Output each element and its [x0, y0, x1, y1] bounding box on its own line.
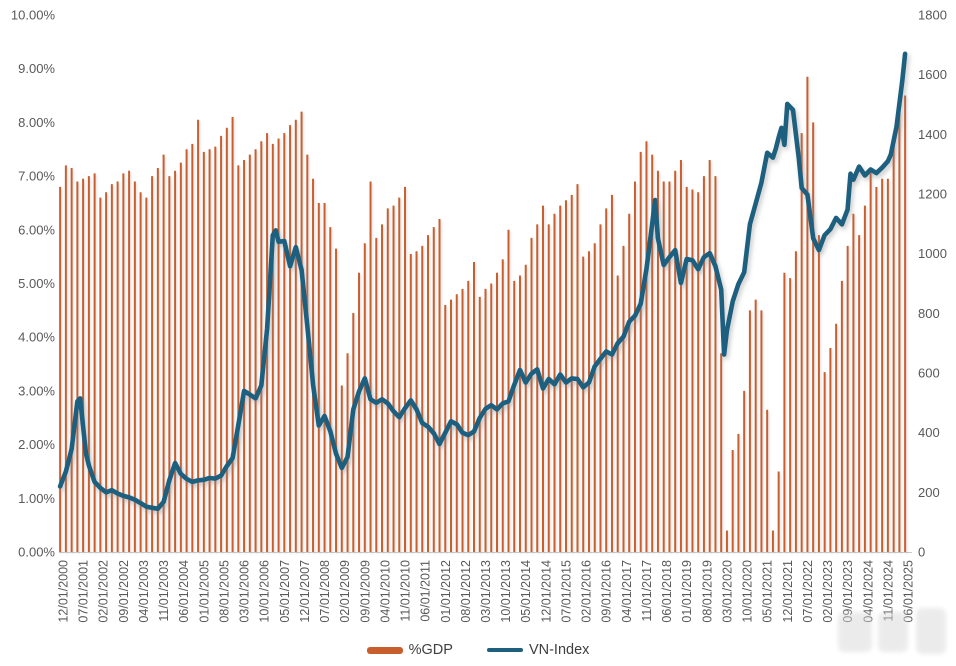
vnindex-series-label: VN-Index	[528, 642, 590, 658]
y-left-tick-label: 8.00%	[18, 115, 55, 130]
x-tick-label: 03/01/2013	[479, 560, 493, 623]
x-tick-label: 06/01/2025	[902, 560, 916, 623]
x-tick-label: 05/01/2007	[278, 560, 292, 623]
x-tick-label: 08/01/2019	[700, 560, 714, 623]
x-tick-label: 02/01/2016	[580, 560, 594, 623]
x-tick-label: 06/01/2018	[660, 560, 674, 623]
x-tick-label: 09/01/2002	[117, 560, 131, 623]
x-tick-label: 05/01/2014	[519, 560, 533, 623]
y-left-tick-label: 2.00%	[18, 437, 55, 452]
y-right-tick-label: 400	[918, 425, 940, 440]
x-tick-label: 12/01/2000	[57, 560, 71, 623]
y-right-tick-label: 1000	[918, 246, 947, 261]
watermark	[834, 606, 950, 660]
x-tick-label: 12/01/2007	[298, 560, 312, 623]
y-left-tick-label: 7.00%	[18, 169, 55, 184]
y-left-tick-label: 10.00%	[11, 8, 56, 23]
vnindex-line-series	[57, 51, 908, 511]
x-tick-label: 04/01/2003	[137, 560, 151, 623]
x-tick-label: 07/01/2008	[318, 560, 332, 623]
x-tick-label: 10/01/2020	[741, 560, 755, 623]
x-tick-label: 01/01/2019	[680, 560, 694, 623]
x-tick-label: 10/01/2013	[499, 560, 513, 623]
y-left-tick-label: 5.00%	[18, 276, 55, 291]
x-tick-label: 06/01/2011	[419, 560, 433, 622]
y-left-tick-label: 0.00%	[18, 545, 55, 560]
x-tick-label: 12/01/2014	[539, 560, 553, 623]
legend-item-vnindex: VN-Index	[486, 642, 590, 658]
x-tick-label: 05/01/2021	[761, 560, 775, 623]
y-right-tick-label: 200	[918, 485, 940, 500]
x-tick-label: 08/01/2012	[459, 560, 473, 623]
y-left-tick-label: 1.00%	[18, 491, 55, 506]
legend: %GDP VN-Index	[0, 639, 956, 661]
y-left-tick-label: 6.00%	[18, 222, 55, 237]
y-right-tick-label: 800	[918, 306, 940, 321]
y-right-tick-label: 1800	[918, 8, 947, 23]
x-tick-label: 09/01/2009	[358, 560, 372, 623]
y-right-tick-label: 1200	[918, 187, 947, 202]
x-tick-label: 04/01/2024	[861, 560, 875, 623]
x-tick-label: 02/01/2009	[338, 560, 352, 623]
vnindex-line-swatch-icon	[486, 648, 523, 652]
x-tick-label: 04/01/2017	[620, 560, 634, 623]
x-tick-label: 11/01/2003	[157, 560, 171, 622]
y-left-tick-label: 9.00%	[18, 61, 55, 76]
x-tick-label: 08/01/2005	[217, 560, 231, 623]
x-tick-label: 07/01/2022	[801, 560, 815, 623]
x-tick-label: 10/01/2006	[258, 560, 272, 623]
y-right-tick-label: 1600	[918, 67, 947, 82]
x-tick-label: 04/01/2010	[378, 560, 392, 623]
y-left-tick-label: 3.00%	[18, 383, 55, 398]
x-tick-label: 01/01/2005	[197, 560, 211, 623]
x-tick-label: 03/01/2020	[720, 560, 734, 623]
x-tick-label: 09/01/2016	[600, 560, 614, 623]
x-tick-label: 07/01/2001	[77, 560, 91, 623]
x-tick-label: 02/01/2002	[97, 560, 111, 623]
x-tick-label: 11/01/2010	[399, 560, 413, 622]
x-tick-label: 11/01/2024	[881, 560, 895, 622]
y-right-tick-label: 0	[918, 545, 925, 560]
legend-item-gdp: %GDP	[366, 642, 453, 658]
y-right-tick-label: 600	[918, 366, 940, 381]
x-tick-label: 01/01/2012	[439, 560, 453, 623]
gdp-bar-swatch-icon	[366, 646, 403, 654]
x-tick-label: 12/01/2021	[781, 560, 795, 623]
x-tick-label: 11/01/2017	[640, 560, 654, 622]
y-right-tick-label: 1400	[918, 127, 947, 142]
x-tick-label: 02/01/2023	[821, 560, 835, 623]
x-tick-label: 07/01/2015	[559, 560, 573, 623]
y-left-tick-label: 4.00%	[18, 330, 55, 345]
gdp-bars-series	[59, 76, 907, 552]
x-tick-label: 09/01/2023	[841, 560, 855, 623]
gdp-series-label: %GDP	[408, 642, 453, 658]
x-tick-label: 03/01/2006	[238, 560, 252, 623]
x-tick-label: 06/01/2004	[177, 560, 191, 623]
